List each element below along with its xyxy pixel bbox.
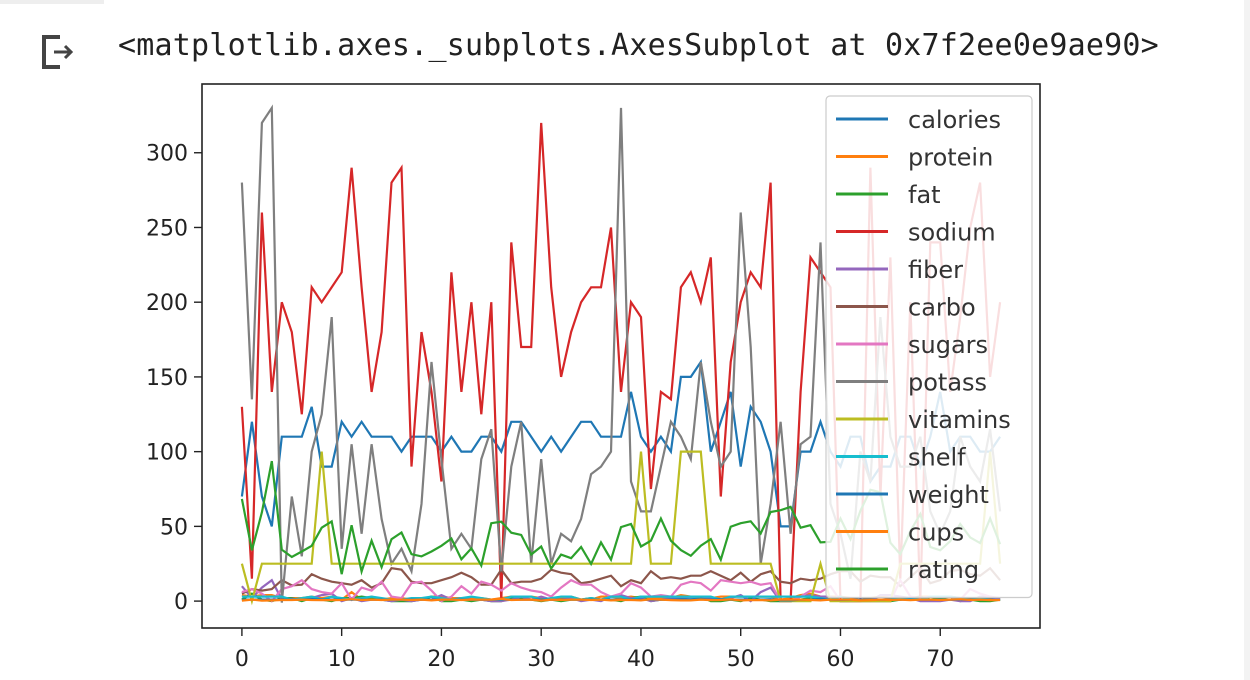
legend-label-cups: cups xyxy=(908,519,964,547)
series-line-vitamins xyxy=(240,450,1002,606)
x-tick-label: 20 xyxy=(427,647,455,672)
legend-label-vitamins: vitamins xyxy=(908,406,1011,434)
x-tick-label: 40 xyxy=(627,647,655,672)
legend-label-rating: rating xyxy=(908,556,979,584)
legend-label-sodium: sodium xyxy=(908,219,996,247)
y-tick-label: 300 xyxy=(146,142,188,167)
x-tick-label: 0 xyxy=(235,647,249,672)
legend-label-weight: weight xyxy=(908,481,989,509)
legend-label-calories: calories xyxy=(908,106,1001,134)
x-tick-label: 50 xyxy=(727,647,755,672)
scrollbar-track xyxy=(1244,0,1250,680)
legend-label-sugars: sugars xyxy=(908,331,988,359)
legend-label-fiber: fiber xyxy=(908,256,963,284)
legend: calories protein fat sodium fiber carbo sugars… xyxy=(825,95,1033,599)
output-redirect-icon[interactable] xyxy=(38,34,78,70)
x-tick-label: 10 xyxy=(328,647,356,672)
series-line-cups xyxy=(241,597,1001,602)
x-tick-label: 70 xyxy=(926,647,954,672)
y-tick-label: 200 xyxy=(146,291,188,316)
y-tick-label: 250 xyxy=(146,216,188,241)
legend-label-protein: protein xyxy=(908,144,993,172)
legend-label-carbo: carbo xyxy=(908,294,976,322)
legend-box xyxy=(825,95,1033,599)
y-tick-label: 50 xyxy=(160,515,188,540)
y-tick-label: 0 xyxy=(174,590,188,615)
x-tick-label: 60 xyxy=(826,647,854,672)
legend-label-fat: fat xyxy=(908,181,941,209)
x-tick-label: 30 xyxy=(527,647,555,672)
axes-layer: 0 10 20 30 40 50 60 70 0 50 100 150 200 250 300 xyxy=(146,83,1041,672)
cell-gutter-top xyxy=(0,0,104,4)
output-text: <matplotlib.axes._subplots.AxesSubplot a… xyxy=(118,28,1159,63)
legend-label-shelf: shelf xyxy=(908,444,966,472)
legend-label-potass: potass xyxy=(908,369,987,397)
y-tick-label: 150 xyxy=(146,366,188,391)
line-chart: 0 10 20 30 40 50 60 70 0 50 100 150 200 250 300 calori… xyxy=(146,83,1041,672)
cell-gutter xyxy=(0,0,104,680)
plot-frame xyxy=(201,83,1041,629)
y-tick-label: 100 xyxy=(146,441,188,466)
